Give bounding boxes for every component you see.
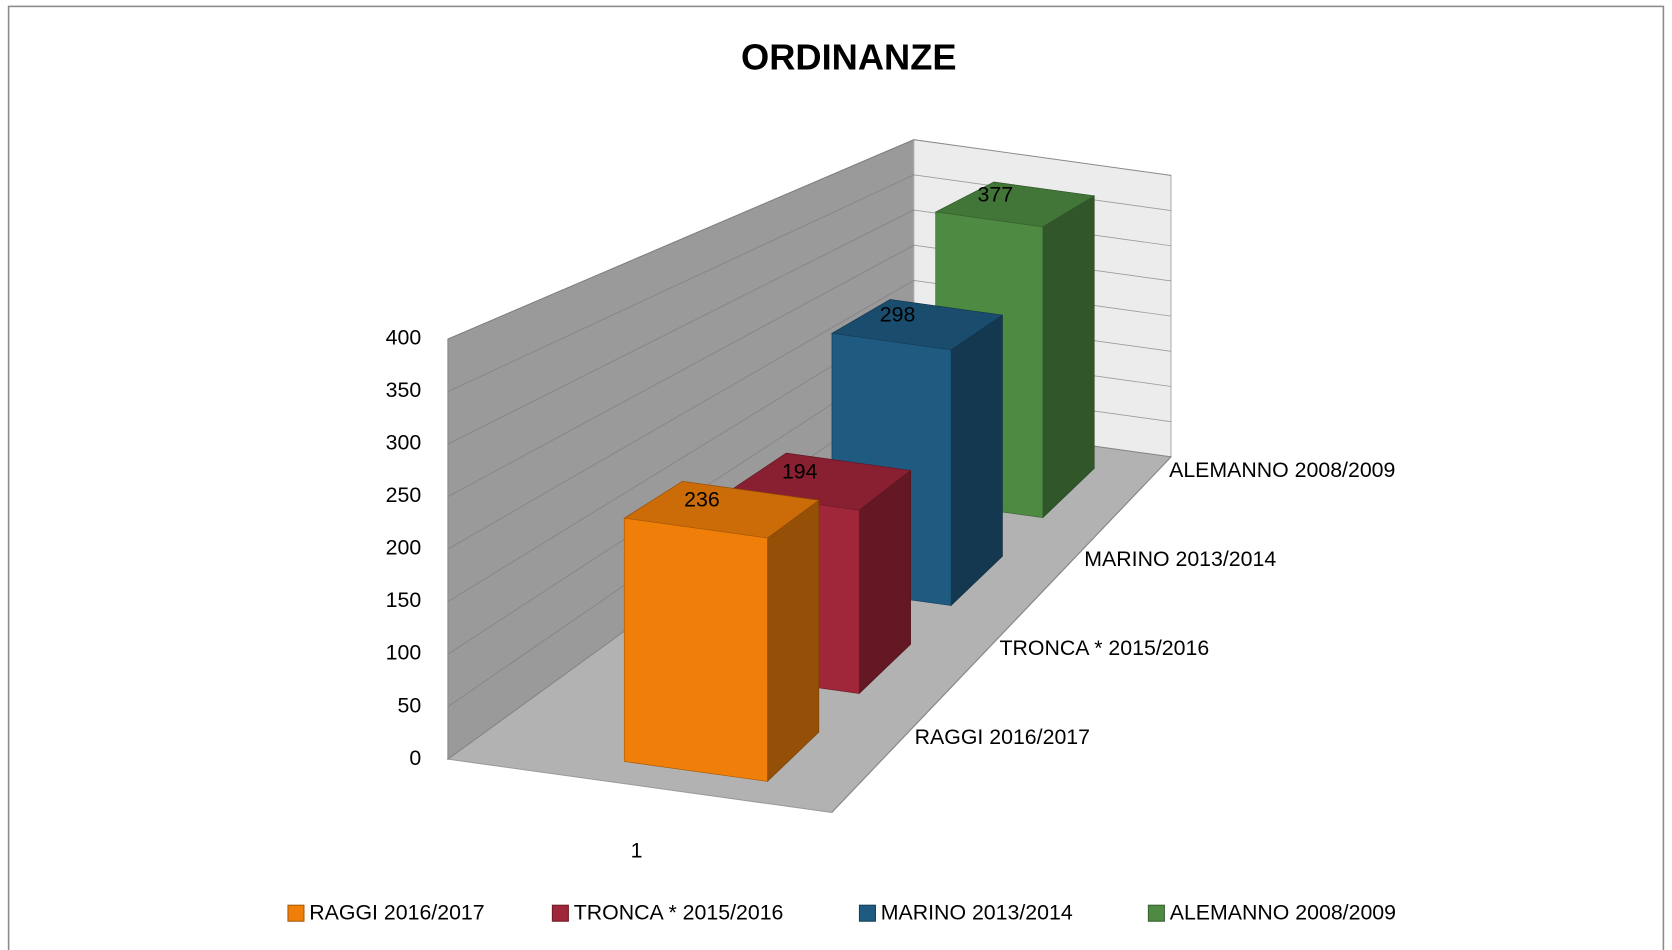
y-tick-label: 150 [386,588,422,612]
legend-swatch [1147,904,1165,922]
legend-label: ALEMANNO 2008/2009 [1170,900,1396,924]
bar-side [767,499,820,783]
x-tick-label: 1 [631,839,643,863]
bars [623,181,1096,783]
y-tick-label: 50 [398,693,422,717]
depth-tick-label: MARINO 2013/2014 [1084,547,1276,571]
y-tick-label: 300 [386,431,422,455]
y-tick-label: 400 [386,326,422,350]
y-tick-label: 250 [386,483,422,507]
grid-line [447,139,1172,340]
depth-tick-label: ALEMANNO 2008/2009 [1169,458,1395,482]
depth-axis [831,456,1172,813]
labels: 0 50 100 150 200 250 300 350 400 1 377 ALEMANNO 200… [386,182,1396,862]
depth-tick-label: RAGGI 2016/2017 [915,725,1090,749]
bar-side [950,314,1003,607]
legend: RAGGI 2016/2017 TRONCA * 2015/2016 MARINO … [287,900,1396,924]
chart-title: ORDINANZE [741,36,956,77]
legend-swatch [858,904,876,922]
legend-swatch [287,904,305,922]
y-tick-label: 200 [386,536,422,560]
bar [623,480,820,783]
data-label: 194 [782,460,818,484]
legend-swatch [551,904,569,922]
y-tick-label: 350 [386,378,422,402]
data-label: 236 [684,488,720,512]
bar-front [623,517,768,782]
data-label: 298 [880,303,916,327]
bar-side [1042,195,1095,519]
data-label: 377 [978,182,1014,206]
legend-label: RAGGI 2016/2017 [309,900,484,924]
legend-label: MARINO 2013/2014 [881,900,1073,924]
depth-tick-label: TRONCA * 2015/2016 [999,636,1209,660]
y-tick-label: 100 [386,641,422,665]
y-tick-label: 0 [409,746,421,770]
legend-label: TRONCA * 2015/2016 [574,900,784,924]
